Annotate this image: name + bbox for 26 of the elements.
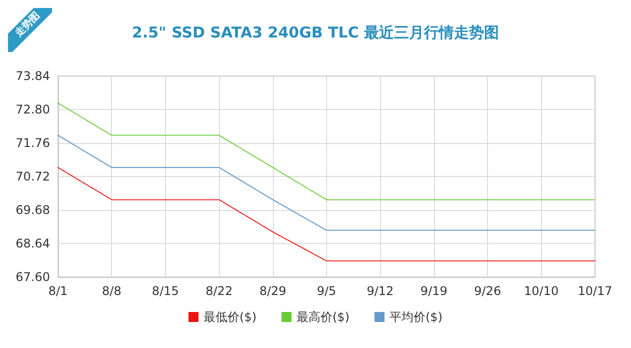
- x-tick-label: 10/10: [524, 284, 559, 298]
- x-tick-label: 8/22: [206, 284, 233, 298]
- x-tick-label: 9/5: [316, 284, 336, 298]
- x-tick-label: 9/12: [366, 284, 394, 298]
- x-tick-label: 9/26: [474, 284, 502, 298]
- y-tick-label: 71.76: [16, 136, 50, 150]
- corner-ribbon: 走势图: [8, 8, 52, 52]
- legend-label: 最低价($): [204, 310, 257, 324]
- chart-title: 2.5" SSD SATA3 240GB TLC 最近三月行情走势图: [132, 24, 500, 42]
- line-series: [58, 166, 596, 262]
- x-tick-label: 8/8: [102, 284, 122, 298]
- x-tick-label: 8/15: [152, 284, 179, 298]
- y-tick-label: 68.64: [16, 236, 50, 250]
- y-tick-label: 72.80: [16, 102, 50, 116]
- x-tick-label: 8/1: [48, 284, 68, 298]
- y-tick-label: 67.60: [16, 270, 50, 284]
- legend-label: 最高价($): [296, 310, 350, 324]
- line-series: [58, 102, 596, 200]
- x-tick-label: 8/29: [259, 284, 286, 298]
- y-tick-label: 69.68: [16, 203, 50, 217]
- x-tick-label: 10/17: [578, 284, 612, 298]
- legend-label: 平均价($): [390, 310, 442, 324]
- y-tick-label: 70.72: [16, 170, 50, 184]
- x-tick-label: 9/19: [420, 284, 448, 298]
- y-tick-label: 73.84: [16, 69, 50, 83]
- line-series: [58, 134, 596, 231]
